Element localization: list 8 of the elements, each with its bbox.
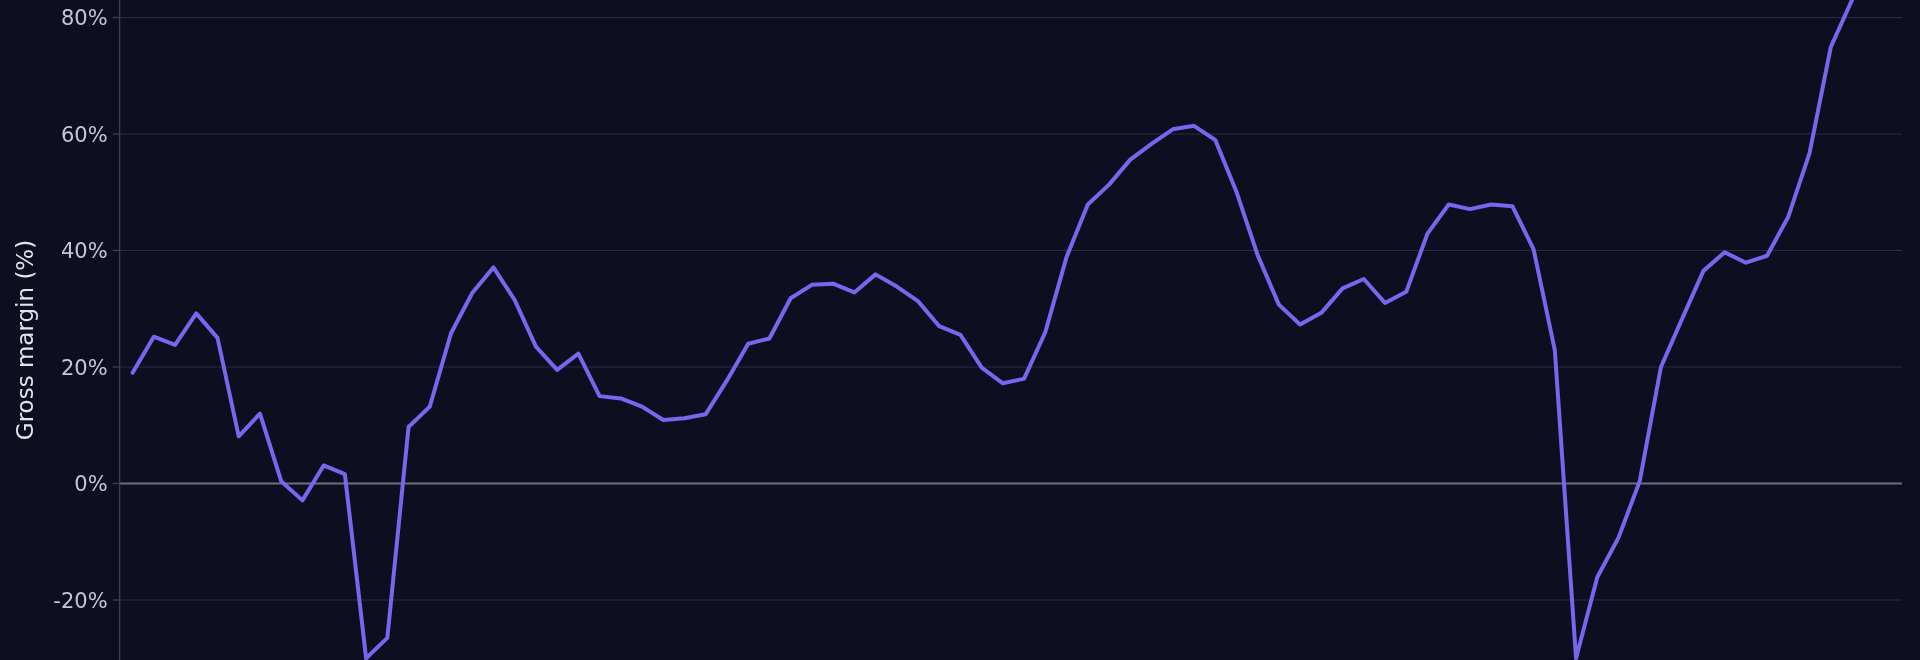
line-series xyxy=(130,0,1854,660)
y-tick-label: 0% xyxy=(74,472,108,497)
y-tick-label: 80% xyxy=(60,6,108,31)
y-tick-label: 60% xyxy=(60,122,108,147)
y-axis-title: Gross margin (%) xyxy=(12,239,39,441)
y-tick-label: 40% xyxy=(60,239,108,264)
y-tick-label: 20% xyxy=(60,355,108,380)
y-tick-label: -20% xyxy=(53,588,108,613)
